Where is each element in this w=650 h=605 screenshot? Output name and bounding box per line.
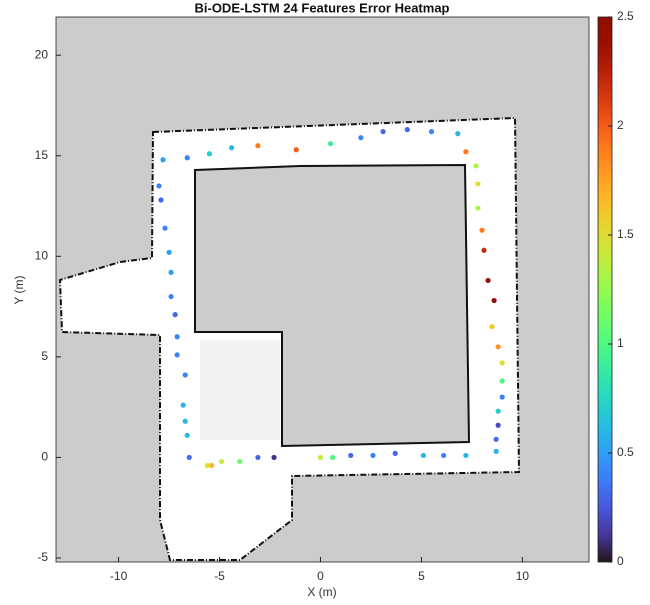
error-point: [421, 453, 426, 458]
error-point: [348, 453, 353, 458]
y-tick-label: 10: [35, 248, 49, 262]
error-point: [492, 298, 497, 303]
error-point: [160, 157, 165, 162]
error-point: [475, 205, 480, 210]
y-tick-label: 15: [35, 148, 49, 162]
error-point: [500, 378, 505, 383]
error-point: [494, 437, 499, 442]
colorbar-tick-label: 1: [617, 336, 624, 350]
x-tick-label: 0: [317, 569, 324, 583]
error-point: [500, 394, 505, 399]
error-point: [185, 155, 190, 160]
x-tick-label: -10: [110, 569, 128, 583]
colorbar-tick-label: 2.5: [617, 9, 634, 23]
error-point: [405, 127, 410, 132]
error-point: [496, 409, 501, 414]
error-point: [158, 197, 163, 202]
error-point: [187, 455, 192, 460]
chart-title: Bi-ODE-LSTM 24 Features Error Heatmap: [194, 0, 449, 15]
colorbar-tick-label: 0: [617, 554, 624, 568]
error-point: [271, 455, 276, 460]
colorbar-tick-label: 2: [617, 118, 624, 132]
x-axis-label: X (m): [307, 585, 336, 599]
x-tick-label: 5: [418, 569, 425, 583]
error-point: [473, 163, 478, 168]
error-point: [496, 344, 501, 349]
error-point: [168, 270, 173, 275]
error-point: [429, 129, 434, 134]
error-point: [166, 250, 171, 255]
colorbar-tick-label: 0.5: [617, 445, 634, 459]
error-point: [393, 451, 398, 456]
error-point: [183, 372, 188, 377]
y-tick-label: 20: [35, 47, 49, 61]
error-point: [162, 226, 167, 231]
y-tick-label: 0: [41, 450, 48, 464]
error-point: [441, 453, 446, 458]
error-point: [175, 334, 180, 339]
colorbar-tick-label: 1.5: [617, 227, 634, 241]
error-point: [485, 278, 490, 283]
error-point: [255, 455, 260, 460]
y-axis-label: Y (m): [12, 275, 26, 304]
error-point: [318, 455, 323, 460]
error-point: [479, 228, 484, 233]
error-point: [173, 312, 178, 317]
error-point: [237, 459, 242, 464]
error-point: [156, 183, 161, 188]
error-point: [481, 248, 486, 253]
error-point: [500, 360, 505, 365]
error-point: [183, 419, 188, 424]
colorbar: [598, 17, 612, 562]
error-point: [463, 149, 468, 154]
error-point: [294, 147, 299, 152]
error-point: [219, 459, 224, 464]
y-tick-label: 5: [41, 349, 48, 363]
error-point: [181, 403, 186, 408]
error-point: [205, 463, 210, 468]
error-point: [185, 433, 190, 438]
error-point: [168, 294, 173, 299]
error-point: [330, 455, 335, 460]
chart: Bi-ODE-LSTM 24 Features Error Heatmap X …: [0, 0, 650, 605]
error-point: [229, 145, 234, 150]
error-point: [370, 453, 375, 458]
error-point: [207, 151, 212, 156]
x-tick-label: -5: [214, 569, 225, 583]
error-point: [489, 324, 494, 329]
error-point: [463, 453, 468, 458]
error-point: [255, 143, 260, 148]
error-point: [455, 131, 460, 136]
x-tick-label: 10: [516, 569, 530, 583]
error-point: [175, 352, 180, 357]
error-point: [494, 449, 499, 454]
error-point: [475, 181, 480, 186]
error-point: [496, 423, 501, 428]
error-point: [358, 135, 363, 140]
y-tick-label: -5: [37, 550, 48, 564]
error-point: [328, 141, 333, 146]
error-point: [380, 129, 385, 134]
